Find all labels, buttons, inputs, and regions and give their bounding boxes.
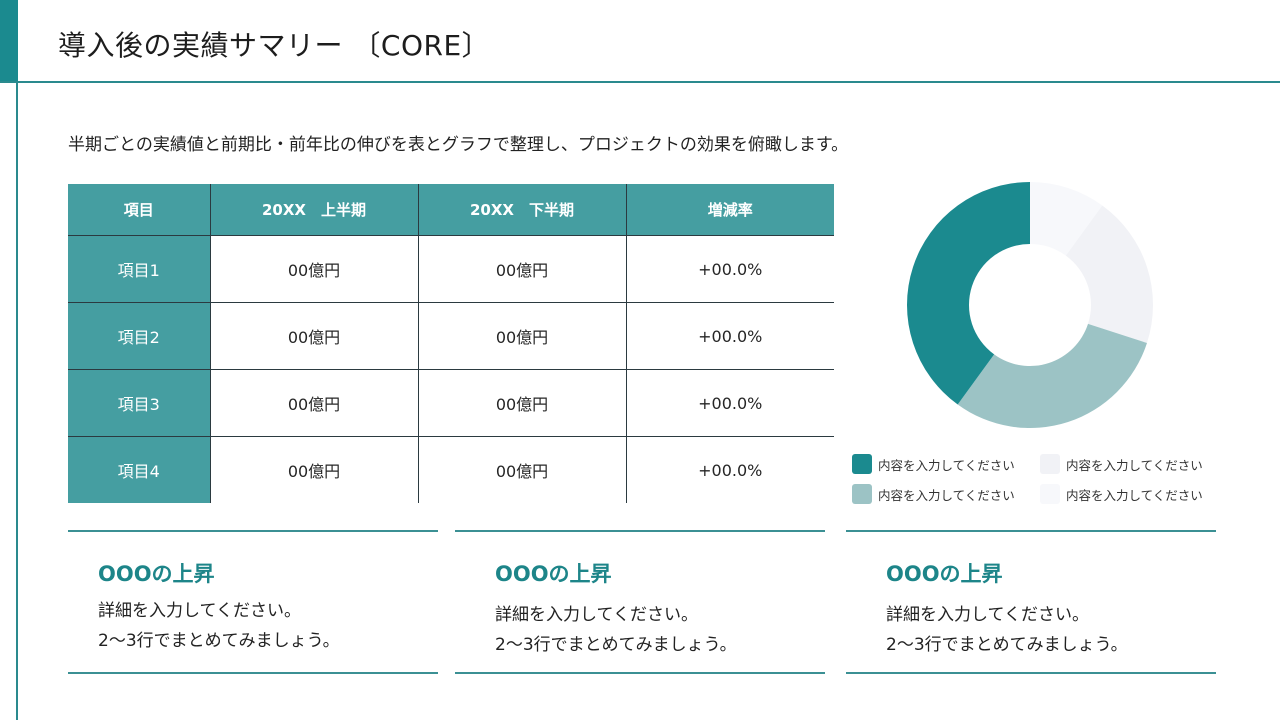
highlight-card: OOOの上昇 詳細を入力してください。 2〜3行でまとめてみましょう。 bbox=[846, 530, 1216, 674]
legend-swatch bbox=[852, 484, 872, 504]
cell-change-rate: +00.0% bbox=[625, 369, 834, 437]
page-subtitle: 半期ごとの実績値と前期比・前年比の伸びを表とグラフで整理し、プロジェクトの効果を… bbox=[68, 135, 849, 155]
legend-swatch bbox=[852, 454, 872, 474]
cell-change-rate: +00.0% bbox=[625, 235, 834, 303]
accent-block bbox=[0, 0, 18, 82]
card-title: OOOの上昇 bbox=[886, 562, 1003, 586]
header-item: 項目 bbox=[68, 184, 210, 236]
row-label: 項目3 bbox=[68, 369, 210, 437]
legend-item: 内容を入力してください bbox=[1040, 484, 1203, 504]
results-table: 項目 20XX 上半期 20XX 下半期 増減率 項目1 00億円 00億円 +… bbox=[68, 184, 834, 503]
donut-slice bbox=[1065, 205, 1153, 344]
card-line: 詳細を入力してください。 bbox=[98, 601, 301, 621]
highlight-card: OOOの上昇 詳細を入力してください。 2〜3行でまとめてみましょう。 bbox=[68, 530, 438, 674]
page-title: 導入後の実績サマリー 〔CORE〕 bbox=[58, 29, 491, 62]
cell-second-half: 00億円 bbox=[417, 436, 626, 503]
legend-label: 内容を入力してください bbox=[878, 487, 1015, 503]
cell-first-half: 00億円 bbox=[209, 235, 418, 303]
card-line: 2〜3行でまとめてみましょう。 bbox=[98, 631, 340, 651]
legend-swatch bbox=[1040, 454, 1060, 474]
donut-chart bbox=[905, 180, 1155, 430]
header-divider bbox=[0, 81, 1280, 83]
donut-slice bbox=[957, 323, 1147, 428]
highlight-card: OOOの上昇 詳細を入力してください。 2〜3行でまとめてみましょう。 bbox=[455, 530, 825, 674]
cell-first-half: 00億円 bbox=[209, 302, 418, 370]
table-header-row: 項目 20XX 上半期 20XX 下半期 増減率 bbox=[68, 184, 834, 236]
table-row: 項目1 00億円 00億円 +00.0% bbox=[68, 235, 834, 303]
card-line: 2〜3行でまとめてみましょう。 bbox=[886, 635, 1128, 655]
donut-slice bbox=[907, 182, 1030, 405]
legend-label: 内容を入力してください bbox=[1066, 457, 1203, 473]
legend-label: 内容を入力してください bbox=[878, 457, 1015, 473]
legend-item: 内容を入力してください bbox=[852, 484, 1015, 504]
header-change-rate: 増減率 bbox=[625, 184, 834, 236]
cell-second-half: 00億円 bbox=[417, 302, 626, 370]
legend-label: 内容を入力してください bbox=[1066, 487, 1203, 503]
row-label: 項目4 bbox=[68, 436, 210, 503]
cell-change-rate: +00.0% bbox=[625, 436, 834, 503]
row-label: 項目1 bbox=[68, 235, 210, 303]
card-title: OOOの上昇 bbox=[495, 562, 612, 586]
table-row: 項目4 00億円 00億円 +00.0% bbox=[68, 436, 834, 503]
cell-second-half: 00億円 bbox=[417, 369, 626, 437]
cell-second-half: 00億円 bbox=[417, 235, 626, 303]
cell-first-half: 00億円 bbox=[209, 369, 418, 437]
header-second-half: 20XX 下半期 bbox=[417, 184, 626, 236]
header-first-half: 20XX 上半期 bbox=[209, 184, 418, 236]
donut-chart-svg bbox=[907, 182, 1153, 428]
cell-change-rate: +00.0% bbox=[625, 302, 834, 370]
row-label: 項目2 bbox=[68, 302, 210, 370]
table-row: 項目3 00億円 00億円 +00.0% bbox=[68, 369, 834, 437]
side-divider bbox=[16, 83, 18, 720]
cell-first-half: 00億円 bbox=[209, 436, 418, 503]
legend-item: 内容を入力してください bbox=[852, 454, 1015, 474]
card-line: 2〜3行でまとめてみましょう。 bbox=[495, 635, 737, 655]
donut-slice bbox=[1030, 182, 1103, 256]
legend-swatch bbox=[1040, 484, 1060, 504]
card-line: 詳細を入力してください。 bbox=[886, 605, 1089, 625]
card-body: 詳細を入力してください。 2〜3行でまとめてみましょう。 bbox=[886, 600, 1128, 660]
card-body: 詳細を入力してください。 2〜3行でまとめてみましょう。 bbox=[98, 596, 340, 656]
card-body: 詳細を入力してください。 2〜3行でまとめてみましょう。 bbox=[495, 600, 737, 660]
card-line: 詳細を入力してください。 bbox=[495, 605, 698, 625]
card-title: OOOの上昇 bbox=[98, 562, 215, 586]
legend-item: 内容を入力してください bbox=[1040, 454, 1203, 474]
table-row: 項目2 00億円 00億円 +00.0% bbox=[68, 302, 834, 370]
